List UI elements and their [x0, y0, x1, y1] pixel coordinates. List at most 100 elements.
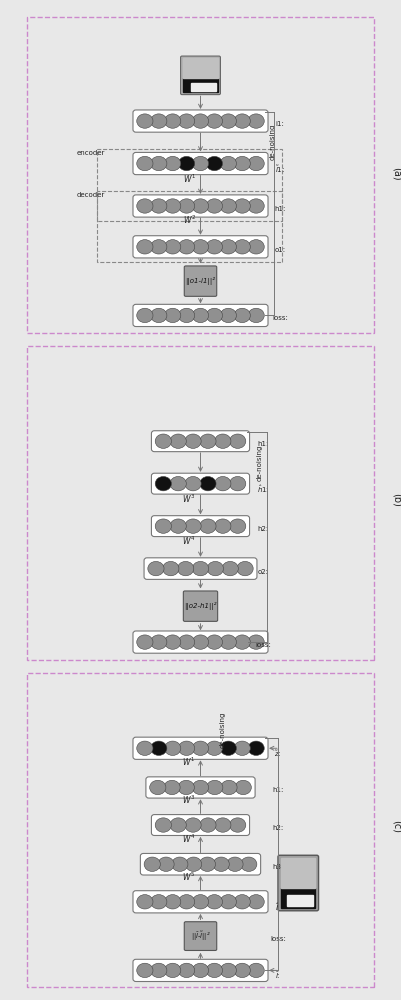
- Text: $\tilde{i}$1:: $\tilde{i}$1:: [275, 164, 285, 175]
- Text: (c): (c): [392, 820, 401, 833]
- Circle shape: [137, 635, 153, 649]
- Circle shape: [229, 818, 246, 832]
- Circle shape: [248, 741, 264, 755]
- Circle shape: [137, 114, 153, 128]
- Circle shape: [170, 476, 186, 491]
- Text: loss:: loss:: [272, 315, 288, 321]
- Circle shape: [200, 818, 216, 832]
- Text: de-noising: de-noising: [257, 444, 263, 481]
- Bar: [97, 149, 282, 221]
- Text: h2:: h2:: [257, 526, 269, 532]
- Circle shape: [200, 434, 216, 448]
- Circle shape: [200, 519, 216, 533]
- Circle shape: [137, 199, 153, 213]
- Circle shape: [206, 895, 223, 909]
- FancyBboxPatch shape: [133, 236, 268, 258]
- FancyBboxPatch shape: [146, 777, 255, 798]
- Circle shape: [200, 476, 216, 491]
- Text: $W^2$: $W^2$: [183, 214, 196, 226]
- Circle shape: [206, 963, 223, 978]
- FancyBboxPatch shape: [133, 631, 268, 653]
- Circle shape: [178, 895, 195, 909]
- Text: $\hat{l}$:: $\hat{l}$:: [275, 902, 281, 913]
- FancyBboxPatch shape: [152, 473, 249, 494]
- FancyBboxPatch shape: [140, 853, 261, 875]
- Circle shape: [206, 635, 223, 649]
- Text: h1:: h1:: [274, 206, 286, 212]
- FancyBboxPatch shape: [133, 195, 268, 217]
- Circle shape: [235, 780, 251, 795]
- Circle shape: [234, 199, 250, 213]
- Circle shape: [215, 519, 231, 533]
- Circle shape: [151, 963, 167, 978]
- Circle shape: [170, 519, 186, 533]
- Circle shape: [164, 895, 181, 909]
- Circle shape: [248, 635, 264, 649]
- Circle shape: [192, 156, 209, 171]
- Circle shape: [151, 156, 167, 171]
- Circle shape: [185, 476, 201, 491]
- Circle shape: [164, 635, 181, 649]
- Circle shape: [155, 519, 172, 533]
- Circle shape: [170, 434, 186, 448]
- Circle shape: [185, 818, 201, 832]
- Circle shape: [220, 199, 237, 213]
- Circle shape: [151, 308, 167, 323]
- FancyBboxPatch shape: [133, 737, 268, 759]
- Circle shape: [192, 963, 209, 978]
- Text: $W^4$: $W^4$: [182, 832, 195, 845]
- Circle shape: [248, 240, 264, 254]
- FancyBboxPatch shape: [152, 431, 249, 452]
- Circle shape: [137, 240, 153, 254]
- Circle shape: [164, 780, 180, 795]
- Bar: [97, 191, 282, 262]
- Circle shape: [206, 114, 223, 128]
- Circle shape: [164, 741, 181, 755]
- Text: $\tilde{z}$:: $\tilde{z}$:: [274, 748, 282, 759]
- Circle shape: [215, 818, 231, 832]
- Circle shape: [237, 561, 253, 576]
- Text: (b): (b): [392, 493, 401, 507]
- Circle shape: [155, 434, 172, 448]
- Circle shape: [222, 561, 238, 576]
- Circle shape: [137, 963, 153, 978]
- FancyBboxPatch shape: [133, 959, 268, 982]
- Text: h1:: h1:: [272, 787, 284, 793]
- Bar: [287, 895, 314, 906]
- Text: (a): (a): [392, 167, 401, 180]
- Text: de-noising: de-noising: [220, 712, 226, 748]
- Text: h1:: h1:: [257, 441, 269, 447]
- Circle shape: [178, 741, 195, 755]
- Circle shape: [206, 741, 223, 755]
- Text: ||o1-i1||²: ||o1-i1||²: [186, 277, 215, 285]
- Circle shape: [178, 114, 195, 128]
- Circle shape: [155, 476, 172, 491]
- Circle shape: [234, 156, 250, 171]
- Circle shape: [215, 434, 231, 448]
- Circle shape: [185, 434, 201, 448]
- Text: h2:: h2:: [272, 825, 284, 831]
- Circle shape: [192, 741, 209, 755]
- Text: loss:: loss:: [255, 642, 271, 648]
- Circle shape: [206, 240, 223, 254]
- Circle shape: [192, 308, 209, 323]
- Circle shape: [248, 308, 264, 323]
- FancyBboxPatch shape: [133, 110, 268, 132]
- FancyBboxPatch shape: [278, 855, 318, 911]
- Circle shape: [178, 156, 195, 171]
- FancyBboxPatch shape: [133, 304, 268, 327]
- Circle shape: [234, 635, 250, 649]
- Circle shape: [220, 635, 237, 649]
- Circle shape: [151, 741, 167, 755]
- Bar: [281, 858, 315, 888]
- Circle shape: [163, 561, 179, 576]
- Circle shape: [227, 857, 243, 871]
- Circle shape: [220, 240, 237, 254]
- Text: ||o2-h1||²: ||o2-h1||²: [184, 602, 217, 610]
- FancyBboxPatch shape: [184, 922, 217, 950]
- Circle shape: [158, 857, 174, 871]
- Circle shape: [199, 857, 215, 871]
- Circle shape: [207, 561, 223, 576]
- Circle shape: [192, 780, 209, 795]
- Circle shape: [137, 895, 153, 909]
